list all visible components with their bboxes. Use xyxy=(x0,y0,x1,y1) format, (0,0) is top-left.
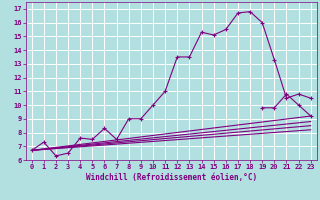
X-axis label: Windchill (Refroidissement éolien,°C): Windchill (Refroidissement éolien,°C) xyxy=(86,173,257,182)
